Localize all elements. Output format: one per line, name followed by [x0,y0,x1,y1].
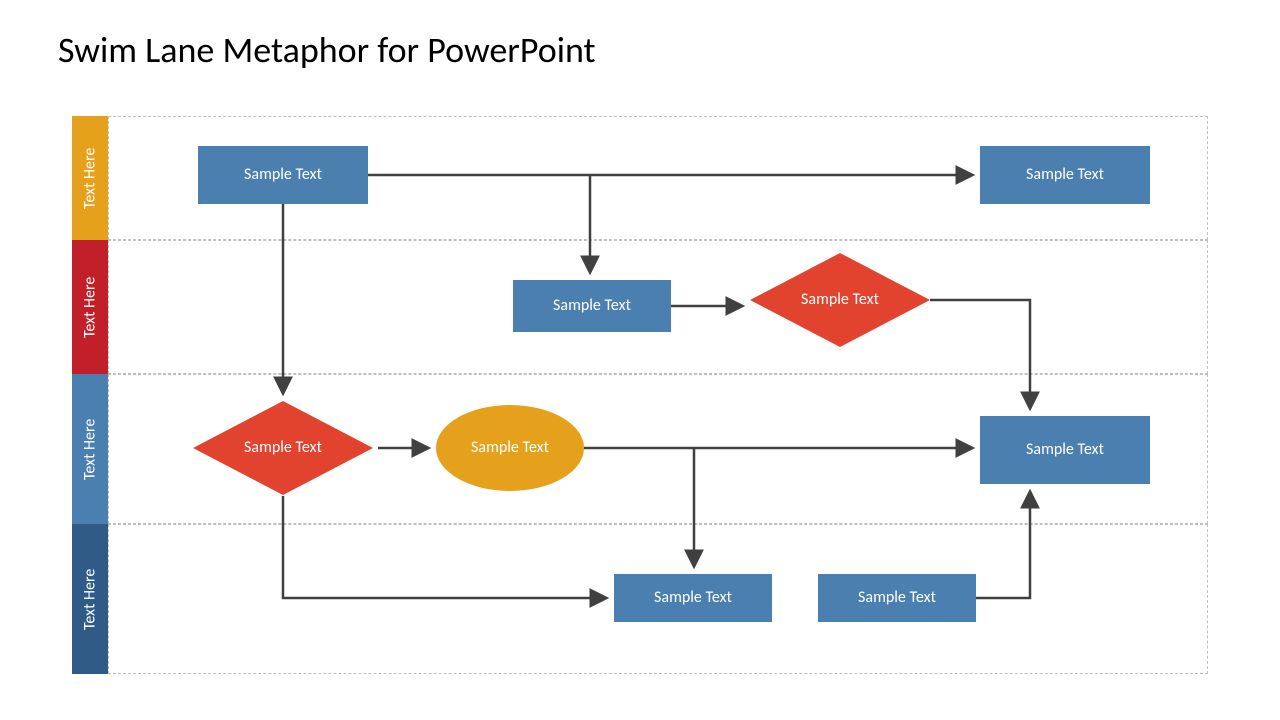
lane-label-1: Text Here [72,240,108,374]
node-n1: Sample Text [198,146,368,204]
page-title: Swim Lane Metaphor for PowerPoint [58,28,596,72]
lane-label-2: Text Here [72,374,108,524]
diagram-canvas: Swim Lane Metaphor for PowerPoint Text H… [0,0,1280,720]
node-n7: Sample Text [980,416,1150,484]
node-n6: Sample Text [436,405,584,491]
node-n9: Sample Text [818,574,976,622]
node-n8: Sample Text [614,574,772,622]
node-n3: Sample Text [513,280,671,332]
node-n5: Sample Text [193,401,373,495]
node-n2: Sample Text [980,146,1150,204]
lane-label-3: Text Here [72,524,108,674]
lane-label-0: Text Here [72,116,108,240]
node-n4: Sample Text [750,253,930,347]
